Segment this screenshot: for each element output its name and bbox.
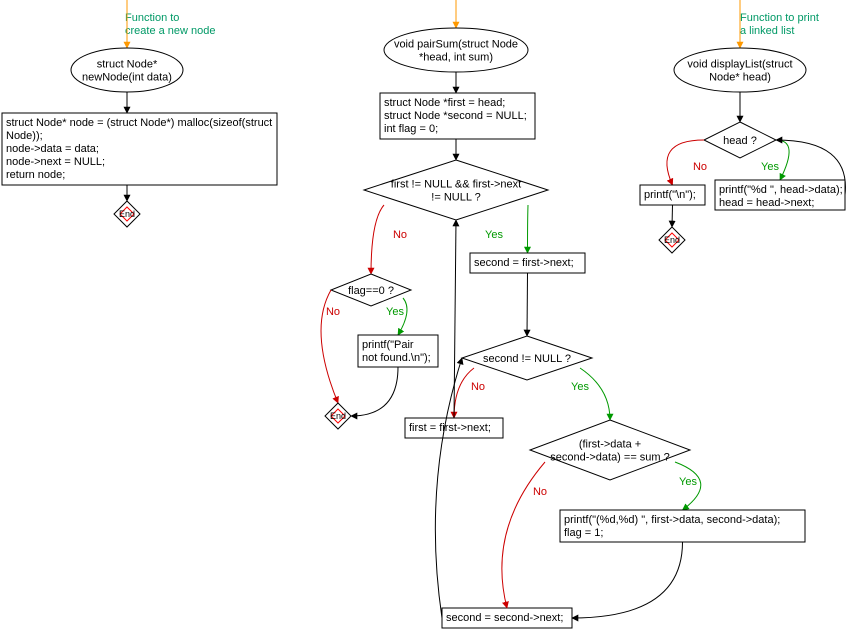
edge-first-yes [528,205,529,253]
decision-head-label: head ? [723,135,757,147]
process-assign-second-label: second = first->next; [474,257,574,269]
process-print-nl-label: printf("\n"); [644,189,696,201]
decision-flag-label: flag==0 ? [348,285,394,297]
edge-first-no [371,205,384,274]
edge-firstnext-loop [454,220,456,418]
label-first-yes: Yes [485,229,503,241]
edge-nf-end [351,367,398,416]
label-head-no: No [693,161,707,173]
caption-newnode: Function tocreate a new node [125,12,216,37]
end-newnode-label: End [119,209,135,219]
edge-sum-no [502,462,545,608]
end-pairsum-label: End [330,411,346,421]
process-first-next-label: first = first->next; [409,422,491,434]
label-head-yes: Yes [761,161,779,173]
label-first-no: No [393,229,407,241]
edge-printpair-secondnext [572,542,683,618]
label-sum-no: No [533,486,547,498]
end-displaylist-label: End [664,235,680,245]
label-second-yes: Yes [571,381,589,393]
label-sum-yes: Yes [679,476,697,488]
label-flag-yes: Yes [386,306,404,318]
edge-head-yes [776,140,789,180]
edge-second-yes [580,368,610,420]
decision-second-label: second != NULL ? [483,353,571,365]
label-flag-no: No [326,306,340,318]
caption-displaylist: Function to printa linked list [740,12,819,37]
label-second-no: No [471,381,485,393]
process-second-next-label: second = second->next; [446,612,563,624]
flowchart-canvas: Function tocreate a new nodestruct Node*… [0,0,848,644]
edge-secondnext-loop [435,358,462,618]
